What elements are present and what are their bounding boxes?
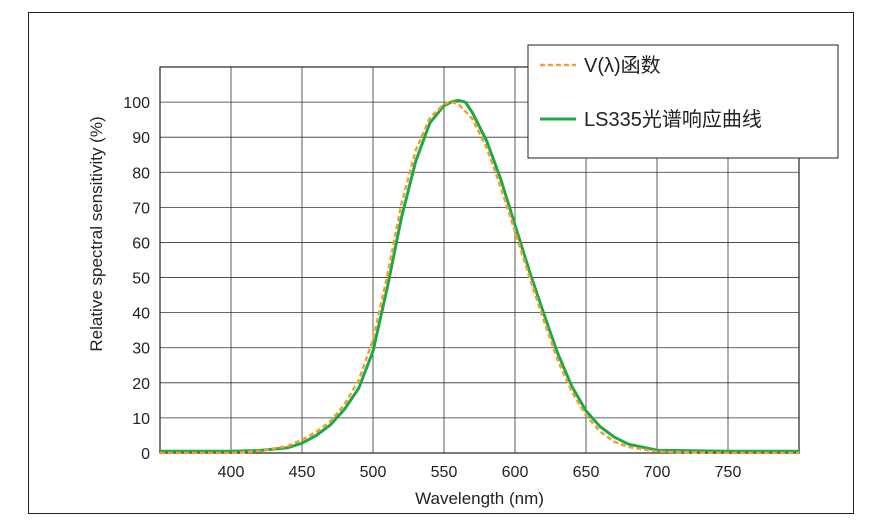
x-tick-label: 550 [431, 464, 458, 481]
y-tick-label: 100 [123, 95, 150, 112]
y-tick-label: 20 [132, 376, 150, 393]
x-tick-label: 750 [715, 464, 742, 481]
y-tick-label: 70 [132, 200, 150, 217]
legend-box [527, 44, 839, 159]
plot-area [159, 66, 800, 454]
tick-labels: 400 450 500 550 600 650 700 750 0 10 20 30 40 50 60 70 8… [123, 95, 741, 481]
y-tick-label: 50 [132, 271, 150, 288]
x-axis-label: Wavelength (nm) [415, 489, 544, 508]
x-tick-label: 500 [360, 464, 387, 481]
y-axis-label: Relative spectral sensitivity (%) [87, 116, 106, 351]
x-tick-label: 600 [502, 464, 529, 481]
series-line-1 [160, 98, 799, 453]
legend: V(λ)函数 LS335光谱响应曲线 [527, 44, 839, 159]
legend-label-vlambda: V(λ)函数 [584, 54, 661, 77]
x-tick-label: 400 [218, 464, 245, 481]
y-tick-label: 0 [141, 446, 150, 463]
y-tick-label: 10 [132, 411, 150, 428]
x-tick-label: 700 [644, 464, 671, 481]
legend-label-ls335: LS335光谱响应曲线 [584, 108, 762, 131]
y-tick-label: 90 [132, 130, 150, 147]
series-lines [160, 98, 799, 455]
y-tick-label: 80 [132, 165, 150, 182]
figure-frame [28, 12, 854, 514]
y-tick-label: 40 [132, 306, 150, 323]
series-line-0 [160, 100, 799, 455]
x-tick-label: 450 [289, 464, 316, 481]
y-tick-label: 30 [132, 341, 150, 358]
grid [160, 67, 799, 453]
y-tick-label: 60 [132, 235, 150, 252]
x-tick-label: 650 [573, 464, 600, 481]
